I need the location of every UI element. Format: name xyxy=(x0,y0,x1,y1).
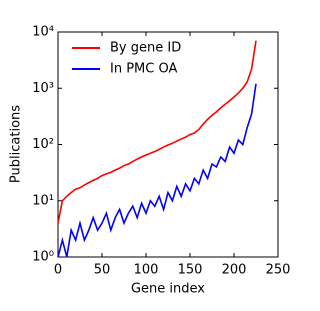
x-tick-label: 250 xyxy=(266,263,291,278)
y-axis-label: Publications xyxy=(9,105,24,183)
y-tick-label: 10⁰ xyxy=(32,250,54,265)
y-tick-label: 10¹ xyxy=(32,193,54,208)
y-tick-label: 10² xyxy=(32,137,54,152)
y-tick-label: 10⁴ xyxy=(32,25,54,40)
x-tick-label: 50 xyxy=(94,263,111,278)
x-axis-label: Gene index xyxy=(131,282,205,297)
data-line xyxy=(57,40,257,224)
legend-label: In PMC OA xyxy=(110,62,177,77)
x-tick-label: 200 xyxy=(222,263,247,278)
x-tick-label: 100 xyxy=(134,263,159,278)
x-tick-label: 150 xyxy=(178,263,203,278)
x-tick-label: 0 xyxy=(54,263,62,278)
data-line xyxy=(57,83,257,258)
chart: Gene index Publications 0 50 100 150 200 250 1… xyxy=(9,25,291,297)
y-tick-label: 10³ xyxy=(32,81,54,96)
legend-label: By gene ID xyxy=(110,41,181,56)
